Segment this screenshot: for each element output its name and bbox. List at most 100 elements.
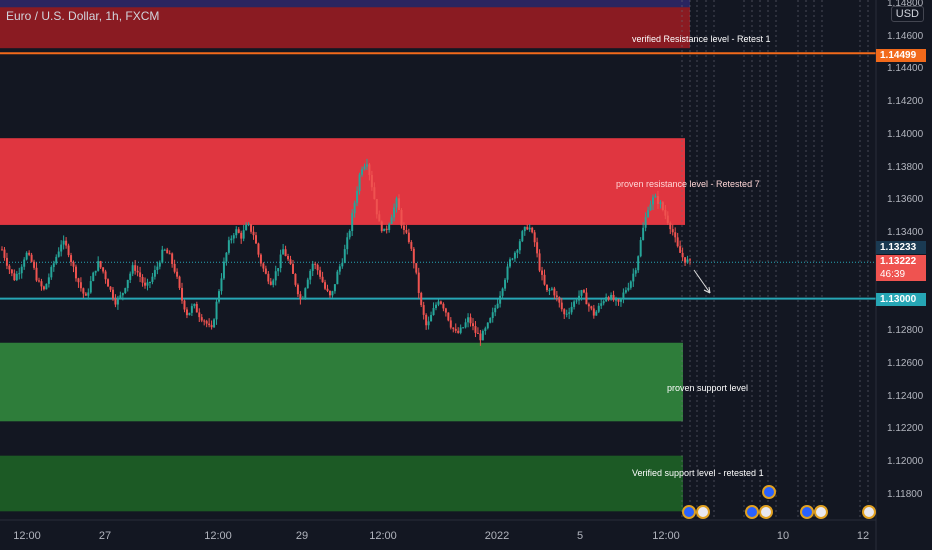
candle-body bbox=[185, 309, 188, 316]
price-tick-label: 1.13400 bbox=[887, 227, 924, 239]
candle-body bbox=[291, 264, 294, 274]
candle-body bbox=[432, 308, 435, 316]
candle-body bbox=[605, 297, 608, 302]
candle-body bbox=[351, 213, 354, 232]
candle-body bbox=[45, 283, 48, 290]
candle-body bbox=[331, 291, 334, 296]
candle-body bbox=[545, 284, 548, 291]
candle-body bbox=[294, 273, 297, 285]
time-tick-label: 12 bbox=[856, 530, 870, 542]
economic-event-icon[interactable] bbox=[800, 505, 814, 519]
verified-resistance-label: verified Resistance level - Retest 1 bbox=[632, 34, 771, 44]
candle-body bbox=[242, 230, 245, 239]
candle-body bbox=[176, 271, 179, 277]
price-tick-label: 1.14600 bbox=[887, 30, 924, 42]
candle-body bbox=[449, 320, 452, 328]
candle-body bbox=[385, 228, 388, 230]
symbol-title: Euro / U.S. Dollar, 1h, FXCM bbox=[6, 9, 160, 23]
economic-event-icon[interactable] bbox=[682, 505, 696, 519]
candle-body bbox=[543, 274, 546, 285]
candle-body bbox=[373, 187, 376, 200]
candle-body bbox=[324, 282, 327, 289]
price-tick-label: 1.12800 bbox=[887, 325, 924, 337]
candle-body bbox=[548, 289, 551, 291]
time-tick-label: 2022 bbox=[484, 530, 510, 542]
candle-body bbox=[126, 279, 129, 289]
proven-support-label: proven support level bbox=[667, 383, 749, 393]
candle-body bbox=[232, 235, 235, 239]
candle-body bbox=[343, 249, 346, 263]
candle-body bbox=[659, 202, 662, 204]
economic-event-icon[interactable] bbox=[696, 505, 710, 519]
currency-button[interactable]: USD bbox=[890, 6, 924, 22]
candle-body bbox=[508, 259, 511, 267]
candle-body bbox=[279, 254, 282, 269]
candle-body bbox=[469, 317, 472, 324]
candle-body bbox=[245, 224, 248, 231]
candle-body bbox=[516, 250, 519, 253]
candle-body bbox=[257, 243, 260, 255]
candle-body bbox=[629, 281, 632, 288]
candle-body bbox=[481, 330, 484, 341]
economic-event-icon[interactable] bbox=[745, 505, 759, 519]
candle-body bbox=[484, 328, 487, 331]
candle-body bbox=[136, 270, 139, 273]
price-tick-label: 1.13800 bbox=[887, 161, 924, 173]
candle-body bbox=[499, 295, 502, 304]
candle-body bbox=[5, 257, 8, 266]
candle-body bbox=[188, 312, 191, 316]
candle-body bbox=[595, 311, 598, 316]
candle-body bbox=[306, 279, 309, 289]
candle-body bbox=[430, 315, 433, 322]
candle-body bbox=[627, 287, 630, 291]
zone-proven-resistance bbox=[0, 138, 685, 225]
candle-body bbox=[119, 295, 122, 298]
candle-body bbox=[558, 297, 561, 303]
candle-body bbox=[198, 312, 201, 318]
candle-body bbox=[235, 229, 238, 236]
candle-body bbox=[674, 232, 677, 238]
candle-body bbox=[259, 254, 262, 264]
economic-event-icon[interactable] bbox=[862, 505, 876, 519]
economic-event-icon[interactable] bbox=[814, 505, 828, 519]
candle-body bbox=[316, 264, 319, 271]
candle-body bbox=[3, 249, 6, 258]
candle-body bbox=[8, 265, 11, 270]
candle-body bbox=[435, 304, 438, 309]
candle-body bbox=[393, 207, 396, 218]
candle-body bbox=[346, 237, 349, 250]
candle-body bbox=[457, 330, 460, 333]
time-tick-label: 12:00 bbox=[13, 530, 41, 542]
candle-body bbox=[652, 197, 655, 205]
candle-body bbox=[407, 232, 410, 243]
candle-body bbox=[163, 249, 166, 251]
candle-body bbox=[146, 282, 149, 286]
candle-body bbox=[489, 318, 492, 323]
candle-body bbox=[15, 273, 18, 281]
orange-level-tag: 1.14499 bbox=[876, 49, 926, 62]
candle-body bbox=[158, 262, 161, 267]
candle-body bbox=[496, 303, 499, 308]
candle-body bbox=[213, 319, 216, 328]
candle-body bbox=[464, 322, 467, 328]
candle-body bbox=[600, 303, 603, 306]
candle-body bbox=[533, 232, 536, 243]
candle-body bbox=[104, 271, 107, 280]
candle-body bbox=[247, 224, 250, 226]
candle-body bbox=[570, 306, 573, 313]
candle-body bbox=[578, 295, 581, 301]
candle-body bbox=[225, 252, 228, 262]
candle-body bbox=[400, 209, 403, 226]
candle-body bbox=[447, 312, 450, 321]
economic-event-icon[interactable] bbox=[759, 505, 773, 519]
candle-body bbox=[511, 258, 514, 260]
candle-body bbox=[84, 293, 87, 296]
candle-body bbox=[50, 267, 53, 278]
candle-body bbox=[582, 290, 585, 293]
candle-body bbox=[624, 290, 627, 293]
candle-body bbox=[222, 261, 225, 279]
candle-body bbox=[425, 314, 428, 326]
economic-event-icon[interactable] bbox=[762, 485, 776, 499]
candle-body bbox=[25, 252, 28, 260]
